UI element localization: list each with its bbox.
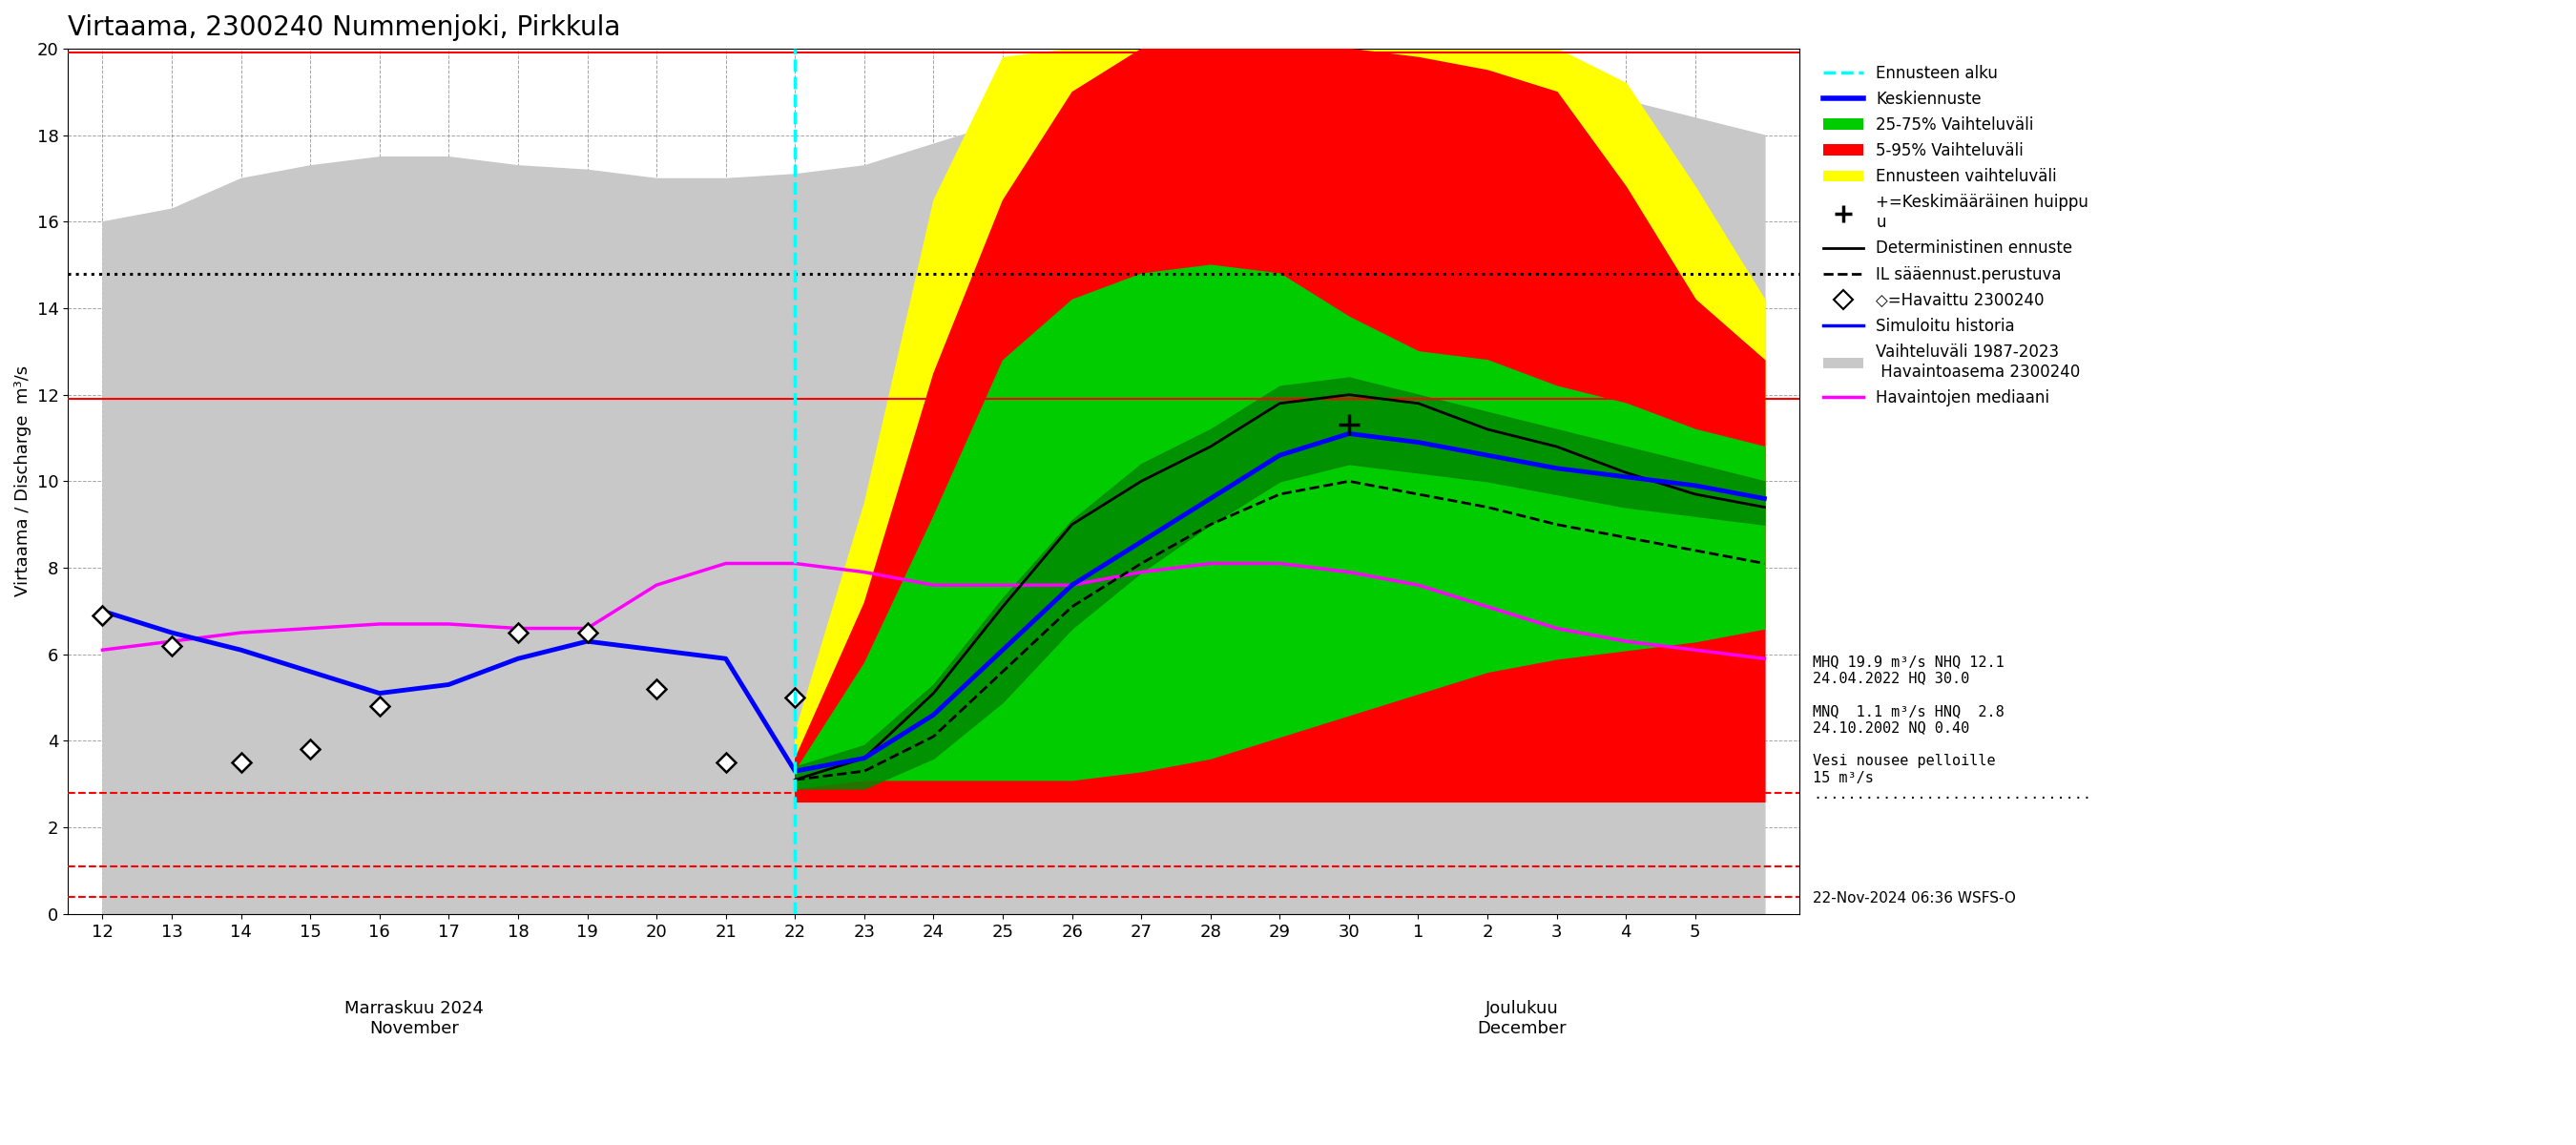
Text: Marraskuu 2024
November: Marraskuu 2024 November (345, 1001, 484, 1037)
Text: Joulukuu
December: Joulukuu December (1479, 1001, 1566, 1037)
Text: Virtaama, 2300240 Nummenjoki, Pirkkula: Virtaama, 2300240 Nummenjoki, Pirkkula (67, 14, 621, 41)
Text: MHQ 19.9 m³/s NHQ 12.1
24.04.2022 HQ 30.0

MNQ  1.1 m³/s HNQ  2.8
24.10.2002 NQ : MHQ 19.9 m³/s NHQ 12.1 24.04.2022 HQ 30.… (1814, 654, 2092, 802)
Y-axis label: Virtaama / Discharge  m³/s: Virtaama / Discharge m³/s (15, 365, 31, 597)
Legend: Ennusteen alku, Keskiennuste, 25-75% Vaihteluväli, 5-95% Vaihteluväli, Ennusteen: Ennusteen alku, Keskiennuste, 25-75% Vai… (1816, 56, 2097, 414)
Text: 22-Nov-2024 06:36 WSFS-O: 22-Nov-2024 06:36 WSFS-O (1814, 891, 2017, 906)
